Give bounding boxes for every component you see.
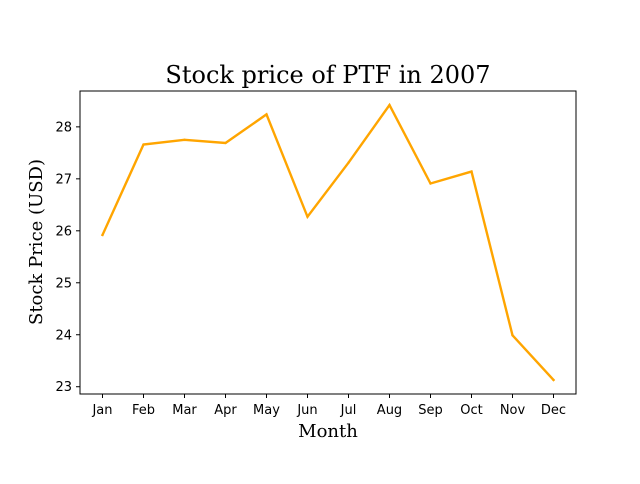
y-tick-label: 24 <box>55 328 72 343</box>
data-point <box>347 161 350 164</box>
x-tick-label: Jul <box>340 403 357 418</box>
data-point <box>388 103 391 107</box>
data-point <box>224 141 227 145</box>
x-tick-label: Nov <box>500 403 526 418</box>
x-tick-label: Feb <box>132 403 155 418</box>
data-point <box>429 182 432 185</box>
x-tick-label: May <box>253 403 280 418</box>
y-tick-label: 27 <box>55 172 72 187</box>
series-line <box>100 102 556 382</box>
x-tick-label: Mar <box>172 403 197 418</box>
data-point <box>265 113 268 116</box>
x-axis-ticks: Jan Feb Mar Apr May Jun Jul Aug Sep Oct Nov Dec <box>91 394 566 418</box>
x-tick-label: Jun <box>296 403 317 418</box>
y-axis-ticks: 23 24 25 26 27 28 <box>55 120 80 395</box>
y-tick-label: 26 <box>55 224 72 239</box>
data-point <box>142 143 145 146</box>
x-tick-label: Oct <box>460 403 482 418</box>
x-axis-label: Month <box>298 421 358 442</box>
y-tick-label: 28 <box>55 120 72 135</box>
data-point <box>306 215 309 218</box>
chart-title: Stock price of PTF in 2007 <box>165 61 490 89</box>
x-tick-label: Dec <box>541 403 566 418</box>
plot-frame <box>79 90 577 395</box>
x-tick-label: Aug <box>377 403 402 418</box>
data-point <box>511 334 514 337</box>
data-point <box>470 170 473 173</box>
x-tick-label: Jan <box>91 403 112 418</box>
y-axis-label: Stock Price (USD) <box>26 159 47 325</box>
x-tick-label: Sep <box>418 403 443 418</box>
data-point <box>101 233 104 237</box>
y-tick-label: 23 <box>55 380 72 395</box>
data-point <box>552 378 555 382</box>
series-layer <box>100 102 556 382</box>
plot-area: 23 24 25 26 27 28 Jan Feb Mar Apr May Jun Jul Aug Sep… <box>55 90 577 418</box>
x-tick-label: Apr <box>214 403 237 418</box>
y-tick-label: 25 <box>55 276 72 291</box>
data-point <box>183 138 186 142</box>
